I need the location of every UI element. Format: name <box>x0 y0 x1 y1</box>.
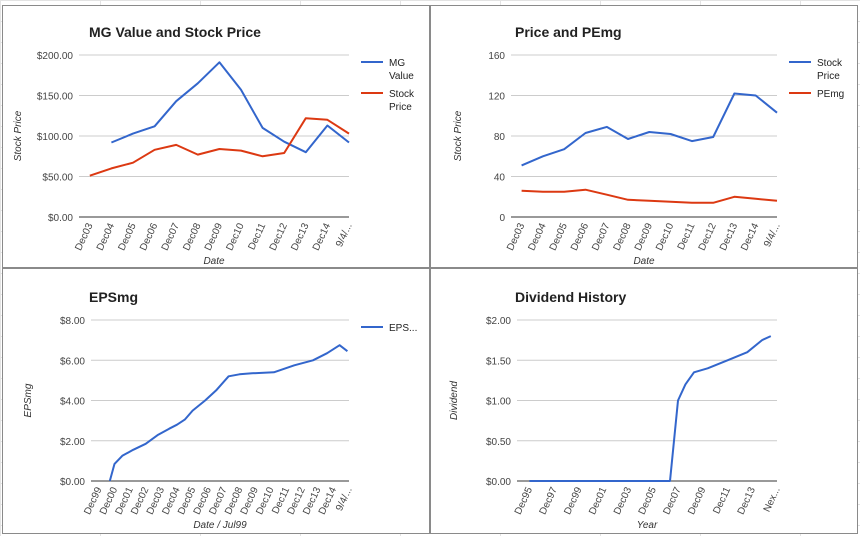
chart-panel-dividend-history[interactable]: Dividend History $0.00 $0.50 $1.00 $1.50 $2.… <box>430 268 858 534</box>
legend-label: Value <box>389 71 414 82</box>
x-tick-label: 9/4/... <box>762 222 783 249</box>
x-tick-label: Dec04 <box>95 221 117 252</box>
y-tick-label: 160 <box>488 51 505 62</box>
y-axis-title: EPSmg <box>23 383 34 417</box>
chart-title: Price and PEmg <box>515 24 622 40</box>
y-tick-label: $150.00 <box>37 92 74 103</box>
y-tick-label: $100.00 <box>37 132 74 143</box>
x-axis-title: Date <box>633 256 655 267</box>
legend-label: PEmg <box>817 89 844 100</box>
y-tick-label: $4.00 <box>60 397 85 408</box>
y-tick-label: $8.00 <box>60 316 85 327</box>
y-tick-label: $2.00 <box>60 437 85 448</box>
x-axis-title: Date / Jul99 <box>193 520 247 531</box>
y-tick-label: $50.00 <box>42 173 73 184</box>
series-line-1 <box>111 61 350 154</box>
legend-label: MG <box>389 58 405 69</box>
x-tick-label: Dec99 <box>562 485 584 516</box>
x-tick-label: Dec03 <box>612 485 634 516</box>
y-tick-label: $2.00 <box>486 316 511 327</box>
y-tick-label: $1.50 <box>486 356 511 367</box>
y-axis-title: Stock Price <box>13 110 24 161</box>
chart-svg-epsmg: $0.00$2.00$4.00$6.00$8.00Dec99Dec00Dec01… <box>23 316 417 531</box>
x-tick-label: Dec07 <box>160 221 182 252</box>
y-tick-label: $0.00 <box>48 213 73 224</box>
x-tick-label: Dec12 <box>697 221 719 252</box>
y-tick-label: 120 <box>488 92 505 103</box>
legend-label: Stock <box>389 89 415 100</box>
x-tick-label: Dec95 <box>513 485 535 516</box>
x-tick-label: Dec11 <box>246 221 268 252</box>
x-tick-label: Dec12 <box>268 221 290 252</box>
x-tick-label: Dec05 <box>637 485 659 516</box>
y-tick-label: $0.50 <box>486 437 511 448</box>
x-tick-label: Dec14 <box>311 221 333 252</box>
x-tick-label: Dec11 <box>711 485 733 516</box>
legend-label: Price <box>389 102 412 113</box>
series-line-1 <box>108 344 349 482</box>
chart-panel-mg-value[interactable]: MG Value and Stock Price $0.00 $50.00 $100… <box>2 5 430 268</box>
chart-svg-dividend-history: $0.00 $0.50 $1.00 $1.50 $2.00 Dec95 Dec97 Dec99… <box>449 316 783 531</box>
x-tick-label: Dec04 <box>526 221 548 252</box>
series-line-2 <box>89 117 350 177</box>
x-tick-label: Dec06 <box>569 221 591 252</box>
legend-label: Price <box>817 71 840 82</box>
x-axis-title: Year <box>637 520 658 531</box>
chart-title: EPSmg <box>89 289 139 305</box>
chart-title: Dividend History <box>515 289 627 305</box>
x-axis-title: Date <box>203 256 225 267</box>
x-tick-label: Dec07 <box>661 485 683 516</box>
x-tick-label: Dec07 <box>590 221 612 252</box>
series-line-1 <box>529 335 772 482</box>
y-tick-label: 40 <box>494 173 506 184</box>
y-tick-label: $0.00 <box>60 477 85 488</box>
x-tick-label: Dec09 <box>633 221 655 252</box>
y-tick-label: $0.00 <box>486 477 511 488</box>
x-tick-label: Dec97 <box>538 485 560 516</box>
y-tick-label: $6.00 <box>60 356 85 367</box>
x-tick-label: Dec05 <box>548 221 570 252</box>
series-line-1 <box>521 92 778 167</box>
y-tick-label: 80 <box>494 132 506 143</box>
y-axis-title: Stock Price <box>453 110 464 161</box>
legend-label: Stock <box>817 58 843 69</box>
x-tick-label: Dec13 <box>289 221 311 252</box>
y-tick-label: $1.00 <box>486 397 511 408</box>
chart-panel-epsmg[interactable]: EPSmg $0.00 $2.00 $4.00 $6.00 $8.00 Dec99 Dec0… <box>2 268 430 534</box>
x-tick-label: Dec08 <box>181 221 203 252</box>
x-tick-label: Dec14 <box>739 221 761 252</box>
series-line-2 <box>521 188 778 204</box>
legend-label: EPS... <box>389 323 417 334</box>
x-tick-label: Dec05 <box>117 221 139 252</box>
x-tick-label: Dec13 <box>736 485 758 516</box>
x-tick-label: Dec09 <box>203 221 225 252</box>
x-tick-label: Dec10 <box>225 221 247 252</box>
chart-title: MG Value and Stock Price <box>89 24 261 40</box>
y-tick-label: $200.00 <box>37 51 74 62</box>
y-axis-title: Dividend <box>449 381 460 420</box>
x-tick-label: Nex... <box>762 486 783 514</box>
x-tick-label: 9/4/... <box>334 222 355 249</box>
chart-panel-price-pemg[interactable]: Price and PEmg 0 40 80 120 160 Dec03 Dec04 Dec0… <box>430 5 858 268</box>
x-tick-label: Dec03 <box>73 221 95 252</box>
y-tick-label: 0 <box>499 213 505 224</box>
x-tick-label: Dec03 <box>505 221 527 252</box>
x-tick-label: Dec10 <box>654 221 676 252</box>
x-tick-label: Dec09 <box>686 485 708 516</box>
x-tick-label: Dec08 <box>612 221 634 252</box>
x-tick-label: Dec06 <box>138 221 160 252</box>
x-tick-label: Dec13 <box>718 221 740 252</box>
x-tick-label: Dec01 <box>587 485 609 516</box>
x-tick-label: Dec11 <box>676 221 698 252</box>
